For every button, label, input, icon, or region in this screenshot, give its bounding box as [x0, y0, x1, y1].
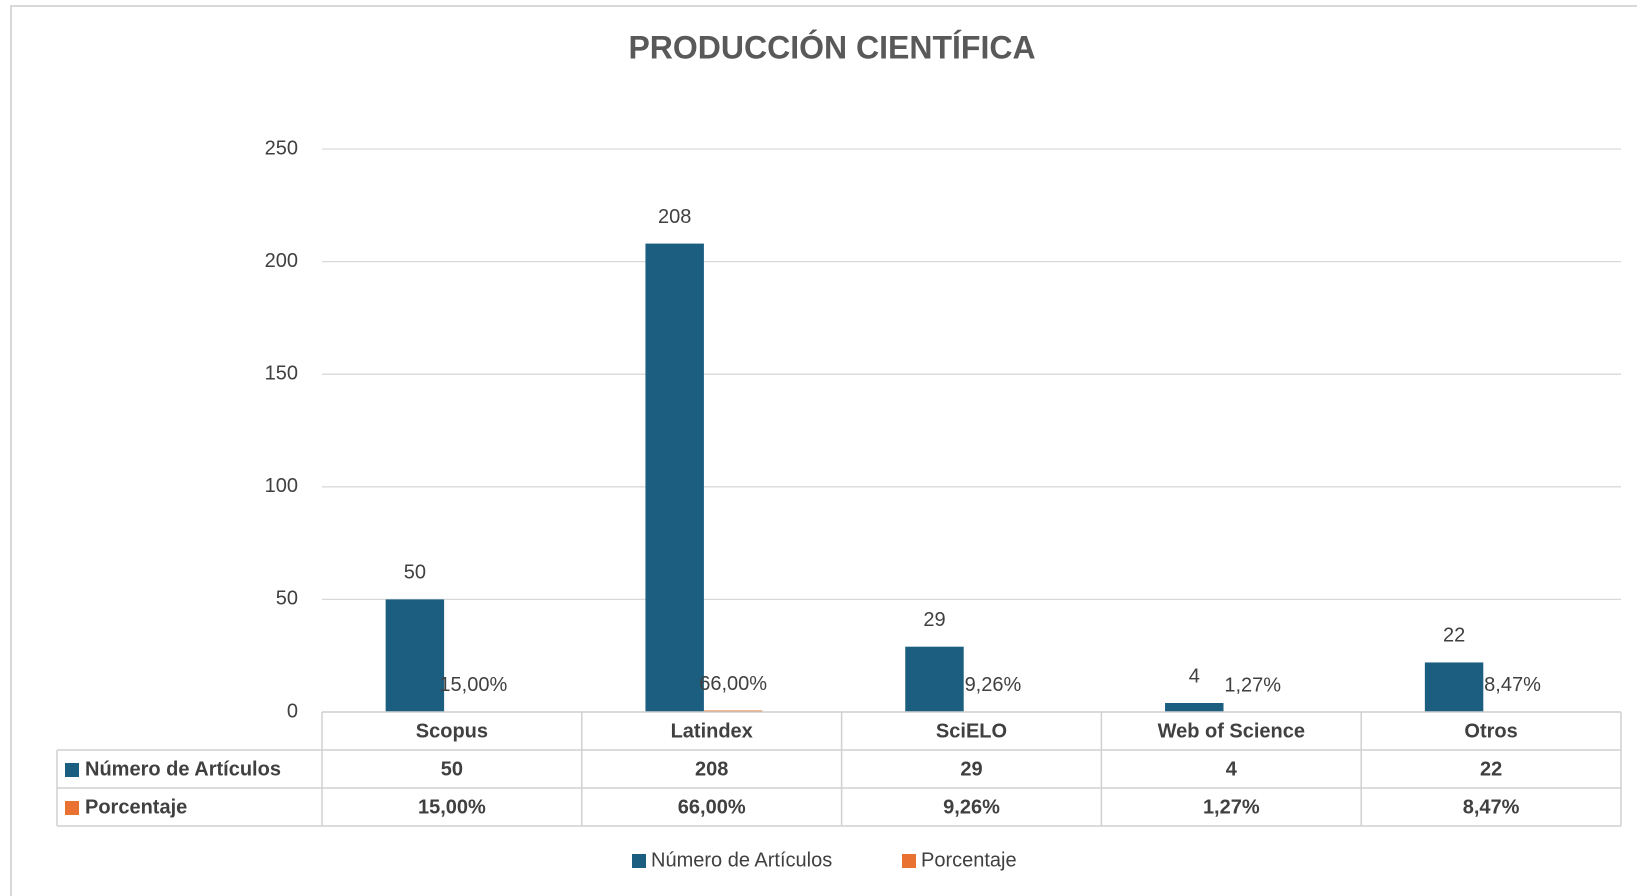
data-label: 1,27%	[1224, 674, 1281, 696]
table-cell: 9,26%	[943, 796, 1000, 818]
table-cell: 66,00%	[678, 796, 746, 818]
data-label: 66,00%	[699, 673, 767, 695]
data-label: 50	[404, 562, 426, 584]
bar	[1165, 702, 1224, 712]
x-tick-label: Otros	[1464, 720, 1517, 742]
y-tick-label: 150	[265, 362, 298, 384]
bar	[645, 243, 704, 713]
bar	[905, 646, 964, 712]
x-tick-label: Latindex	[671, 720, 753, 742]
y-tick-label: 50	[276, 588, 298, 610]
legend-label: Número de Artículos	[651, 849, 832, 871]
legend-label: Porcentaje	[921, 849, 1017, 871]
data-label: 22	[1443, 625, 1465, 647]
chart-border	[10, 5, 1637, 896]
y-tick-label: 0	[287, 700, 298, 722]
legend-key	[632, 854, 646, 868]
y-tick-label: 100	[265, 475, 298, 497]
table-cell: 22	[1480, 758, 1502, 780]
legend-key	[902, 854, 916, 868]
table-legend-key	[65, 801, 79, 815]
table-cell: 4	[1226, 758, 1238, 780]
bar	[385, 599, 445, 712]
data-label: 29	[923, 609, 945, 631]
bar	[1424, 662, 1484, 712]
x-tick-label: Scopus	[416, 720, 488, 742]
table-series-name: Número de Artículos	[85, 758, 281, 780]
data-label: 15,00%	[439, 674, 507, 696]
y-tick-label: 200	[265, 250, 298, 272]
x-tick-label: SciELO	[936, 720, 1007, 742]
x-tick-label: Web of Science	[1158, 720, 1305, 742]
table-cell: 8,47%	[1463, 796, 1520, 818]
y-tick-label: 250	[265, 137, 298, 159]
data-label: 208	[658, 206, 691, 228]
table-cell: 29	[960, 758, 982, 780]
data-label: 8,47%	[1484, 674, 1541, 696]
table-cell: 50	[441, 758, 463, 780]
table-series-name: Porcentaje	[85, 796, 187, 818]
data-label: 4	[1189, 665, 1200, 687]
chart-title: PRODUCCIÓN CIENTÍFICA	[628, 29, 1035, 65]
table-cell: 208	[695, 758, 728, 780]
data-label: 9,26%	[965, 674, 1022, 696]
table-legend-key	[65, 763, 79, 777]
table-cell: 15,00%	[418, 796, 486, 818]
table-cell: 1,27%	[1203, 796, 1260, 818]
